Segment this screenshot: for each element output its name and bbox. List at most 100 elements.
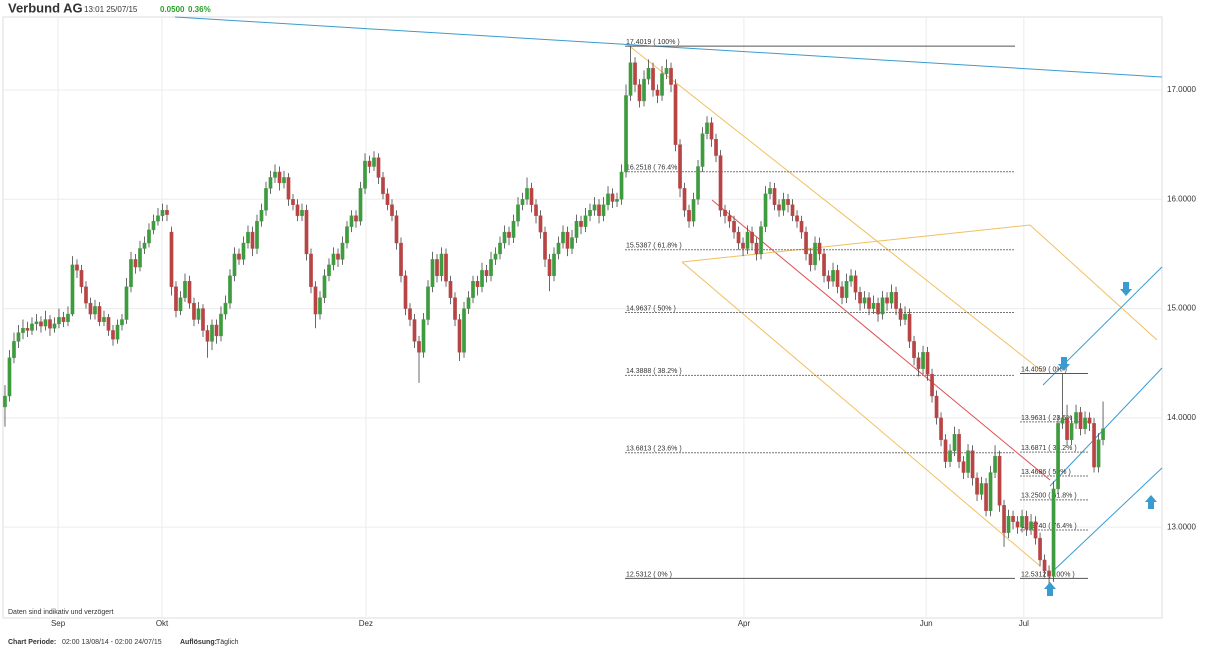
candle-body bbox=[462, 308, 466, 353]
candle-body bbox=[952, 434, 957, 451]
x-tick-label: Jun bbox=[920, 619, 933, 628]
candle-body bbox=[970, 450, 975, 479]
candle-body bbox=[930, 373, 934, 397]
candle-body bbox=[786, 199, 790, 205]
candle-body bbox=[997, 455, 1002, 506]
candle-body bbox=[39, 321, 43, 327]
candle-body bbox=[178, 297, 183, 311]
candle-body bbox=[1002, 505, 1006, 533]
candle-body bbox=[921, 352, 925, 369]
candle-body bbox=[858, 291, 862, 304]
candle-body bbox=[1047, 570, 1051, 577]
candle-body bbox=[831, 270, 835, 282]
candle-body bbox=[588, 210, 592, 216]
candle-body bbox=[21, 328, 25, 333]
candle-body bbox=[817, 242, 822, 255]
candle-body bbox=[390, 204, 394, 216]
candle-body bbox=[885, 297, 889, 304]
fibonacci: 17.4019 ( 100% ) 16.2518 ( 76.4% ) 15.5387… bbox=[625, 39, 1088, 579]
fib-label: 13.9631 ( 23.6% ) bbox=[1021, 415, 1077, 422]
candle-body bbox=[439, 253, 444, 277]
candle-body bbox=[673, 84, 678, 145]
candle-body bbox=[448, 281, 453, 298]
candle-body bbox=[232, 253, 237, 277]
candle-body bbox=[520, 199, 525, 205]
candle-body bbox=[102, 317, 106, 322]
candle-body bbox=[637, 84, 642, 102]
candle-body bbox=[723, 210, 727, 216]
candle-body bbox=[565, 231, 570, 249]
candle-body bbox=[349, 215, 354, 227]
candle-body bbox=[255, 220, 259, 249]
candle-body bbox=[237, 253, 241, 260]
candle-body bbox=[570, 237, 574, 249]
candle-body bbox=[223, 302, 228, 315]
candle-body bbox=[547, 259, 552, 277]
candle-body bbox=[412, 319, 417, 342]
fib-label: 17.4019 ( 100% ) bbox=[626, 39, 680, 46]
candle-body bbox=[277, 171, 282, 184]
candle-body bbox=[628, 62, 633, 96]
candle-body bbox=[727, 215, 732, 222]
arrows bbox=[1044, 282, 1157, 596]
candle-body bbox=[309, 253, 313, 287]
candle-body bbox=[187, 281, 192, 304]
grid bbox=[3, 17, 1162, 618]
candle-body bbox=[961, 461, 966, 473]
candle-body bbox=[372, 157, 376, 167]
candle-body bbox=[925, 352, 930, 375]
fib-label: 13.6871 ( 38.2% ) bbox=[1021, 445, 1077, 452]
candle-body bbox=[318, 297, 322, 315]
candle-body bbox=[1024, 516, 1029, 530]
candle-body bbox=[889, 291, 894, 304]
candle-body bbox=[552, 253, 556, 277]
period-label: Chart Periode: bbox=[8, 639, 56, 646]
candle-body bbox=[268, 177, 273, 189]
candle-body bbox=[340, 242, 345, 260]
candle-body bbox=[1101, 428, 1105, 440]
candle-body bbox=[862, 297, 867, 304]
candle-body bbox=[142, 242, 147, 249]
candle-body bbox=[1069, 423, 1074, 440]
candle-body bbox=[754, 242, 759, 255]
x-tick-label: Apr bbox=[738, 619, 751, 628]
candle-body bbox=[250, 231, 255, 249]
candle-body bbox=[196, 308, 201, 320]
candle-body bbox=[313, 286, 318, 315]
candle-body bbox=[475, 281, 480, 287]
candle-body bbox=[498, 242, 502, 255]
candle-body bbox=[592, 204, 597, 211]
candle-body bbox=[867, 297, 871, 309]
up-arrow bbox=[1044, 582, 1056, 596]
candle-body bbox=[768, 188, 772, 195]
candle-body bbox=[286, 177, 291, 200]
candle-body bbox=[1011, 516, 1015, 522]
candle-body bbox=[201, 308, 205, 331]
fib-label: 12.5312 ( 0% ) bbox=[626, 571, 672, 578]
candle-body bbox=[876, 302, 880, 315]
candle-body bbox=[561, 231, 565, 244]
candle-body bbox=[327, 264, 331, 277]
candle-body bbox=[124, 286, 129, 320]
candle-body bbox=[259, 210, 264, 222]
candle-body bbox=[772, 188, 777, 205]
candle-body bbox=[417, 341, 421, 353]
candle-body bbox=[291, 199, 295, 205]
candle-body bbox=[322, 275, 327, 298]
candle-body bbox=[273, 171, 277, 178]
candle-body bbox=[120, 319, 124, 326]
candle-body bbox=[12, 341, 16, 358]
y-tick-label: 15.0000 bbox=[1167, 304, 1196, 313]
candle-body bbox=[511, 220, 516, 238]
candle-body bbox=[466, 297, 471, 309]
candle-body bbox=[336, 253, 340, 260]
candle-body bbox=[934, 395, 939, 419]
y-tick-label: 14.0000 bbox=[1167, 413, 1196, 422]
candle-body bbox=[844, 281, 849, 298]
fib-label: 13.2500 ( 61.8% ) bbox=[1021, 493, 1077, 500]
candle-body bbox=[574, 220, 579, 238]
candle-body bbox=[979, 483, 984, 495]
candle-body bbox=[444, 253, 448, 282]
candle-body bbox=[219, 313, 223, 337]
